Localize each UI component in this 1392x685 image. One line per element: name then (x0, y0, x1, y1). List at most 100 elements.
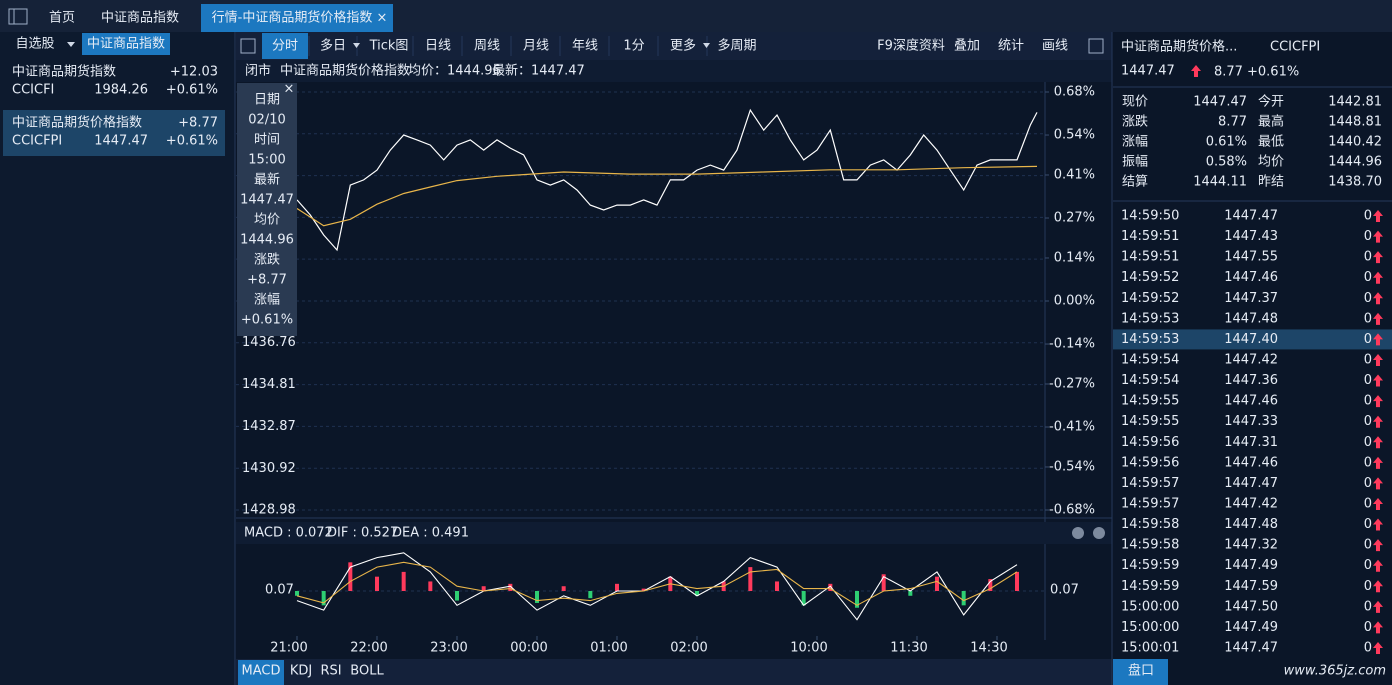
quote-name: 中证商品期货价格... (1121, 39, 1237, 55)
macd-bar (961, 591, 966, 606)
toolbar-button[interactable]: 年线 (572, 39, 598, 54)
tab[interactable]: 首页 (49, 11, 75, 26)
toolbar-button[interactable]: 多日 (320, 38, 346, 54)
toolbar-button[interactable]: 多周期 (717, 38, 756, 54)
dropdown-arrow[interactable] (703, 43, 710, 48)
toolbar-button[interactable]: 分时 (272, 39, 298, 54)
macd-bar (1015, 571, 1019, 591)
toolbar-button[interactable]: 统计 (998, 39, 1024, 54)
macd-bar (295, 591, 299, 596)
item-name[interactable]: 中证商品期货价格指数 (12, 115, 142, 131)
trade-time: 14:59:54 (1121, 373, 1179, 388)
trade-time: 14:59:55 (1121, 414, 1179, 429)
trade-price: 1447.40 (1224, 332, 1278, 347)
y2-tick-label: 0.54% (1054, 128, 1095, 143)
tooltip-cover (237, 83, 297, 336)
tab-close[interactable]: × (377, 11, 388, 26)
trade-time: 14:59:58 (1121, 538, 1179, 553)
x-tick-label: 11:30 (890, 641, 927, 656)
toolbar-button[interactable]: 1分 (623, 39, 644, 54)
toolbar-button[interactable]: 叠加 (954, 39, 980, 54)
trade-volume: 0 (1364, 496, 1372, 511)
field-label: 现价 (1122, 95, 1148, 110)
dropdown-arrow[interactable] (67, 42, 75, 47)
up-arrow (1373, 292, 1383, 305)
toolbar-button[interactable]: F9深度资料 (877, 38, 945, 54)
item-pct: +0.61% (166, 134, 218, 149)
tooltip-value: 02/10 (248, 113, 285, 128)
up-arrow (1373, 477, 1383, 490)
macd-bar (881, 574, 886, 591)
trade-volume: 0 (1364, 476, 1372, 491)
y2-tick-label: -0.68% (1049, 503, 1095, 518)
trade-price: 1447.50 (1224, 599, 1278, 614)
trade-price: 1447.31 (1224, 435, 1278, 450)
item-name[interactable]: 中证商品期货指数 (12, 64, 116, 80)
indicator-tab[interactable]: KDJ (290, 664, 312, 679)
macd-bar (935, 576, 939, 591)
trade-volume: 0 (1364, 270, 1372, 285)
item-code: CCICFI (12, 83, 54, 98)
macd-bar (855, 591, 859, 608)
trade-price: 1447.43 (1224, 229, 1278, 244)
instrument-name: 中证商品期货价格指数 (280, 63, 410, 79)
sidebar-tab[interactable]: 中证商品指数 (87, 37, 165, 52)
y2-tick-label: 0.68% (1054, 85, 1095, 100)
trade-volume: 0 (1364, 291, 1372, 306)
y2-tick-label: -0.14% (1049, 337, 1095, 352)
indicator-tab[interactable]: BOLL (350, 664, 384, 679)
trade-price: 1447.46 (1224, 455, 1278, 470)
x-tick-label: 22:00 (350, 641, 387, 656)
x-tick-label: 23:00 (430, 641, 467, 656)
field-label: 振幅 (1122, 155, 1148, 170)
trade-price: 1447.36 (1224, 373, 1278, 388)
macd-bar (801, 591, 806, 606)
macd-header: DEA : 0.491 (392, 526, 469, 541)
tooltip-label: 涨幅 (254, 293, 280, 308)
indicator-tab[interactable]: RSI (320, 664, 341, 679)
settings-icon[interactable] (1093, 527, 1105, 539)
layout-icon[interactable] (8, 8, 28, 25)
close-icon[interactable] (1072, 527, 1084, 539)
dropdown-arrow[interactable] (353, 43, 360, 48)
macd-header-bg (236, 522, 1112, 544)
trade-volume: 0 (1364, 373, 1372, 388)
trade-price: 1447.47 (1224, 640, 1278, 655)
toolbar-button[interactable]: 月线 (523, 39, 549, 54)
toolbar-button[interactable]: 周线 (474, 39, 500, 54)
trade-volume: 0 (1364, 394, 1372, 409)
sidebar-tab-active (82, 33, 170, 55)
indicator-tab[interactable]: MACD (242, 664, 281, 679)
tooltip-value: +0.61% (241, 313, 293, 328)
up-arrow (1373, 312, 1383, 325)
panel-tab[interactable]: 盘口 (1128, 663, 1154, 679)
up-arrow (1373, 333, 1383, 346)
toolbar-button[interactable]: 日线 (425, 39, 451, 54)
macd-bar (641, 588, 646, 591)
tab[interactable]: 中证商品指数 (101, 11, 179, 26)
tab[interactable]: 行情-中证商品期货价格指数 (212, 10, 373, 26)
y-tick-label: 1436.76 (242, 335, 296, 350)
toolbar-button[interactable]: Tick图 (369, 39, 409, 54)
macd-bar (455, 591, 459, 601)
tooltip-close[interactable]: × (284, 82, 295, 97)
tooltip-value: 15:00 (248, 153, 285, 168)
sidebar-tab[interactable]: 自选股 (15, 37, 54, 52)
item-price: 1984.26 (94, 83, 148, 98)
macd-bar (375, 576, 379, 591)
macd-bar (428, 581, 433, 591)
up-arrow (1373, 251, 1383, 264)
x-tick-label: 01:00 (590, 641, 627, 656)
toolbar-button[interactable]: 更多 (670, 38, 696, 54)
toolbar-button[interactable]: 画线 (1042, 39, 1068, 54)
toolbar-icon-box[interactable] (1088, 38, 1104, 54)
trade-price: 1447.33 (1224, 414, 1278, 429)
up-arrow (1373, 271, 1383, 284)
field-value: 1447.47 (1193, 95, 1247, 110)
toolbar-bg (236, 32, 1112, 60)
tooltip-value: +8.77 (247, 273, 287, 288)
active-tab-bg (201, 4, 393, 32)
trade-time: 14:59:50 (1121, 209, 1179, 224)
field-value: 1438.70 (1328, 175, 1382, 190)
